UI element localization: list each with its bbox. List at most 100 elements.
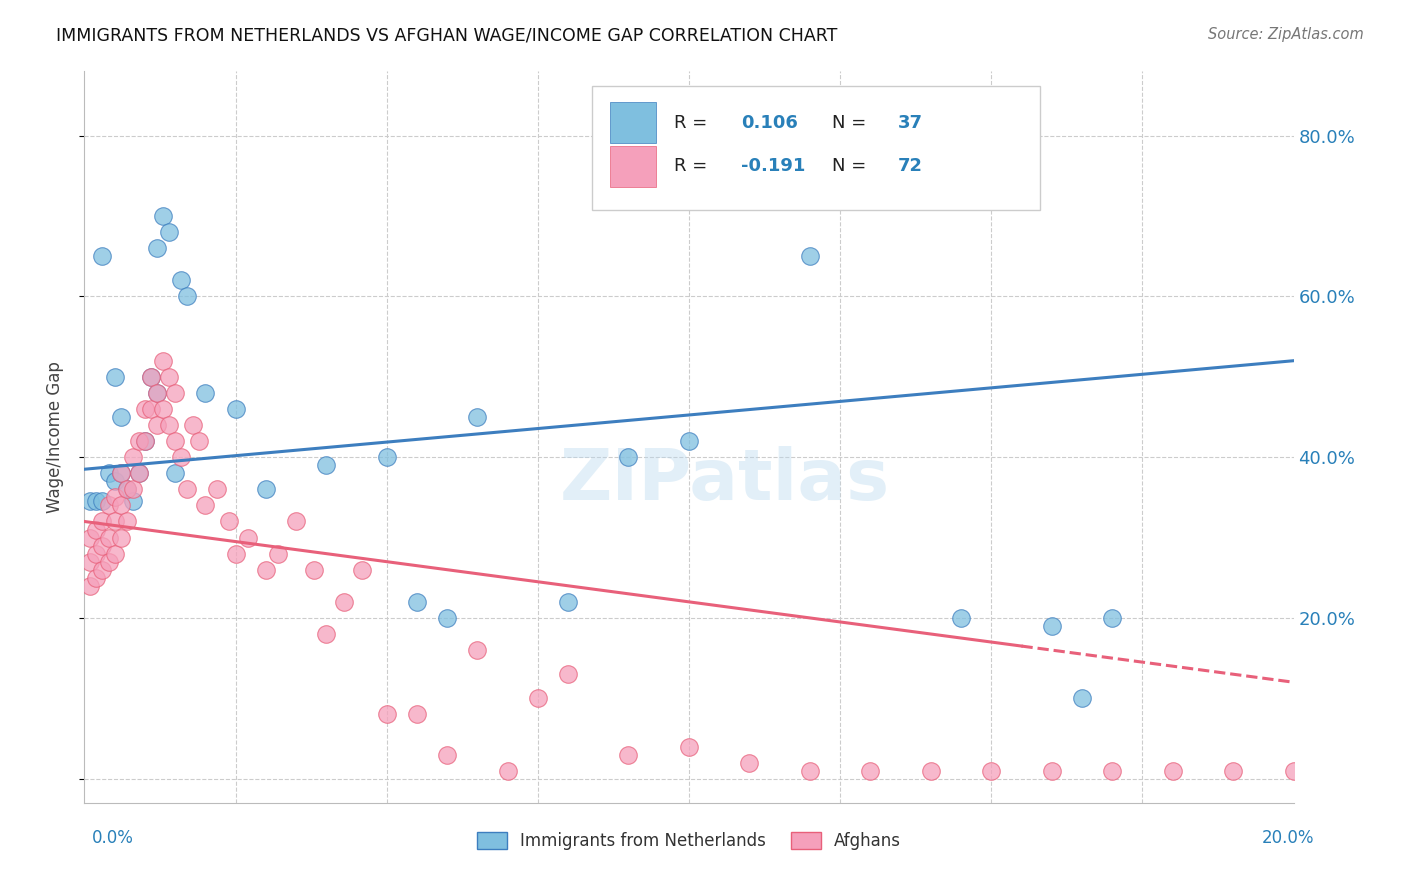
Point bbox=[128, 467, 150, 481]
Point bbox=[104, 491, 127, 505]
Point bbox=[799, 764, 821, 778]
Point bbox=[1040, 619, 1063, 633]
Point bbox=[467, 409, 489, 424]
Point bbox=[225, 401, 247, 416]
Point bbox=[181, 417, 204, 432]
Legend: Immigrants from Netherlands, Afghans: Immigrants from Netherlands, Afghans bbox=[470, 825, 908, 856]
Point bbox=[91, 539, 114, 553]
Point bbox=[254, 483, 277, 497]
Point bbox=[121, 483, 143, 497]
Text: 0.0%: 0.0% bbox=[91, 830, 134, 847]
Point bbox=[139, 369, 162, 384]
Point bbox=[97, 555, 120, 569]
Point bbox=[128, 467, 150, 481]
Point bbox=[79, 555, 101, 569]
Text: 0.106: 0.106 bbox=[741, 113, 797, 131]
Point bbox=[170, 273, 193, 287]
Point bbox=[496, 764, 519, 778]
Point bbox=[157, 417, 180, 432]
Point bbox=[254, 563, 277, 577]
Text: -0.191: -0.191 bbox=[741, 158, 806, 176]
Point bbox=[557, 667, 579, 681]
Point bbox=[104, 515, 127, 529]
Point bbox=[1101, 764, 1123, 778]
Point bbox=[1161, 764, 1184, 778]
Point bbox=[110, 499, 132, 513]
Point bbox=[1040, 764, 1063, 778]
Point bbox=[104, 369, 127, 384]
Point bbox=[218, 515, 240, 529]
Point bbox=[134, 434, 156, 449]
Point bbox=[86, 523, 108, 537]
Text: ZIPatlas: ZIPatlas bbox=[560, 447, 890, 516]
Point bbox=[139, 369, 162, 384]
Point bbox=[406, 707, 429, 722]
Point bbox=[86, 547, 108, 561]
Point bbox=[859, 764, 882, 778]
Point bbox=[115, 483, 138, 497]
Point bbox=[165, 467, 187, 481]
Point bbox=[97, 531, 120, 545]
FancyBboxPatch shape bbox=[610, 103, 657, 143]
Point bbox=[165, 385, 187, 400]
Point bbox=[1071, 691, 1094, 706]
Point bbox=[436, 747, 458, 762]
Point bbox=[128, 434, 150, 449]
Point bbox=[1101, 611, 1123, 625]
Point bbox=[194, 385, 217, 400]
Point bbox=[315, 627, 337, 641]
Point bbox=[176, 289, 198, 303]
Point bbox=[1282, 764, 1305, 778]
Point bbox=[1343, 764, 1365, 778]
Point bbox=[920, 764, 942, 778]
Point bbox=[194, 499, 217, 513]
Point bbox=[79, 494, 101, 508]
Text: Source: ZipAtlas.com: Source: ZipAtlas.com bbox=[1208, 27, 1364, 42]
Point bbox=[91, 249, 114, 263]
Point bbox=[165, 434, 187, 449]
Text: 20.0%: 20.0% bbox=[1263, 830, 1315, 847]
Point bbox=[86, 571, 108, 585]
Point bbox=[146, 417, 169, 432]
Point bbox=[110, 531, 132, 545]
Point bbox=[617, 747, 640, 762]
FancyBboxPatch shape bbox=[610, 146, 657, 186]
Point bbox=[115, 515, 138, 529]
Point bbox=[950, 611, 973, 625]
Point bbox=[285, 515, 308, 529]
Point bbox=[121, 450, 143, 465]
Text: R =: R = bbox=[675, 158, 713, 176]
Point bbox=[121, 494, 143, 508]
Point bbox=[152, 401, 174, 416]
Point bbox=[170, 450, 193, 465]
FancyBboxPatch shape bbox=[592, 86, 1039, 211]
Point bbox=[86, 494, 108, 508]
Point bbox=[980, 764, 1002, 778]
Point bbox=[436, 611, 458, 625]
Point bbox=[799, 249, 821, 263]
Point bbox=[352, 563, 374, 577]
Point bbox=[146, 385, 169, 400]
Point bbox=[110, 467, 132, 481]
Text: N =: N = bbox=[831, 158, 872, 176]
Text: IMMIGRANTS FROM NETHERLANDS VS AFGHAN WAGE/INCOME GAP CORRELATION CHART: IMMIGRANTS FROM NETHERLANDS VS AFGHAN WA… bbox=[56, 27, 838, 45]
Point bbox=[110, 409, 132, 424]
Point bbox=[176, 483, 198, 497]
Point bbox=[467, 643, 489, 657]
Point bbox=[91, 494, 114, 508]
Point bbox=[1222, 764, 1244, 778]
Point bbox=[152, 209, 174, 223]
Point bbox=[678, 739, 700, 754]
Point bbox=[267, 547, 290, 561]
Point bbox=[152, 353, 174, 368]
Point bbox=[97, 499, 120, 513]
Text: N =: N = bbox=[831, 113, 872, 131]
Point bbox=[738, 756, 761, 770]
Point bbox=[617, 450, 640, 465]
Text: R =: R = bbox=[675, 113, 713, 131]
Point bbox=[134, 401, 156, 416]
Point bbox=[375, 450, 398, 465]
Point bbox=[110, 467, 132, 481]
Point bbox=[157, 369, 180, 384]
Text: 72: 72 bbox=[898, 158, 924, 176]
